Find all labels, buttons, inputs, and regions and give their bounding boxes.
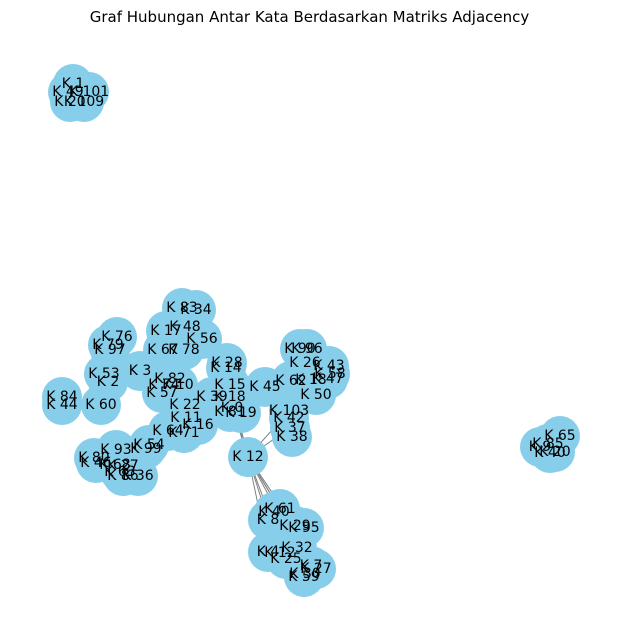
graph-node bbox=[228, 437, 268, 477]
graph-node-label: K 63 bbox=[104, 464, 135, 480]
graph-node-label: K 22 bbox=[169, 397, 200, 413]
graph-node-label: K 85 bbox=[532, 436, 563, 452]
graph-node-label: K 9 bbox=[529, 439, 552, 455]
graph-node-label: K 39 bbox=[196, 389, 227, 405]
graph-node-label: K 2 bbox=[97, 374, 120, 390]
graph-node-label: K 17 bbox=[150, 323, 181, 339]
graph-node bbox=[64, 82, 104, 122]
graph-node bbox=[164, 413, 204, 453]
graph-node-label: K 79 bbox=[92, 337, 123, 353]
graph-node-label: K 99 bbox=[130, 441, 161, 457]
graph-node-label: K 18 bbox=[295, 372, 326, 388]
graph-node-label: K 10 bbox=[162, 377, 193, 393]
graph-node bbox=[81, 385, 121, 425]
graph-node-label: K 4 bbox=[257, 544, 280, 560]
graph-node-label: K 71 bbox=[168, 425, 199, 441]
graph-node-label: K 36 bbox=[122, 468, 154, 484]
graph-node-label: K 57 bbox=[146, 385, 177, 401]
graph-node-label: K 40 bbox=[258, 504, 289, 520]
graph-node-label: K 42 bbox=[273, 410, 304, 426]
graph-node bbox=[118, 456, 158, 496]
graph-node-label: K 28 bbox=[211, 355, 242, 371]
graph-title: Graf Hubungan Antar Kata Berdasarkan Mat… bbox=[89, 8, 530, 26]
graph-node-label: K 27 bbox=[300, 561, 331, 577]
graph-node-label: K 67 bbox=[147, 342, 178, 358]
graph-node-label: K 54 bbox=[133, 437, 165, 453]
graph-node bbox=[285, 554, 325, 594]
graph-node-label: K 97 bbox=[94, 342, 125, 358]
graph-node-label: K 61 bbox=[264, 501, 295, 517]
graph-node-label: K 60 bbox=[85, 397, 116, 413]
graph-node-label: K 50 bbox=[300, 387, 331, 403]
graph-node-label: K 32 bbox=[281, 540, 312, 556]
graph-node bbox=[272, 417, 312, 457]
graph-node-label: K 43 bbox=[313, 358, 344, 374]
graph-node-label: K 62 bbox=[275, 373, 306, 389]
graph-node-label: K 64 bbox=[152, 423, 184, 439]
graph-node-label: K 1 bbox=[62, 76, 85, 92]
graph-node-label: K 7 bbox=[300, 558, 323, 574]
graph-node-label: K 3 bbox=[129, 363, 152, 379]
graph-node-label: K 20 bbox=[54, 94, 85, 110]
graph-node-label: K 84 bbox=[46, 389, 78, 405]
graph-node-label: K 81 bbox=[214, 404, 245, 420]
graph-node-label: K 95 bbox=[288, 520, 319, 536]
graph-node-label: K 82 bbox=[154, 371, 185, 387]
graph-node-label: K 103 bbox=[269, 403, 309, 419]
graph-node-label: K 38 bbox=[276, 429, 307, 445]
graph-node-label: K 12 bbox=[232, 449, 263, 465]
graph-node-label: K 0 bbox=[221, 400, 244, 416]
graph-node-label: K 11 bbox=[170, 410, 201, 426]
graph-node-label: K 12 bbox=[264, 545, 295, 561]
graph-node-label: K 26 bbox=[289, 355, 321, 371]
graph-node-label: K 90 bbox=[284, 341, 315, 357]
graph-node-label: K 58 bbox=[314, 366, 345, 382]
graph-node-label: K 101 bbox=[69, 84, 109, 100]
graph-node bbox=[221, 393, 261, 433]
graph-node-label: K 80 bbox=[78, 450, 109, 466]
graph-node-label: K 44 bbox=[46, 397, 78, 413]
graph-node-label: K 68 bbox=[99, 457, 130, 473]
graph-node-label: K 45 bbox=[249, 379, 280, 395]
graph-node-label: K 25 bbox=[270, 551, 301, 567]
graph-node-label: K 30 bbox=[289, 566, 320, 582]
graph-node-label: K 37 bbox=[274, 420, 305, 436]
graph-node-label: K 46 bbox=[80, 455, 112, 471]
graph-node-label: K 8 bbox=[257, 512, 280, 528]
graph-node-label: K 78 bbox=[168, 342, 199, 358]
graph-node-label: K 49 bbox=[52, 84, 83, 100]
graph-node-label: K 20 bbox=[539, 444, 570, 460]
graph-node-label: K 48 bbox=[169, 319, 200, 335]
graph-node-label: K 18 bbox=[214, 389, 245, 405]
graph-node-label: K 93 bbox=[100, 442, 131, 458]
graph-node bbox=[530, 433, 570, 473]
graph-node-label: K 34 bbox=[180, 302, 212, 318]
graph-node-label: K 15 bbox=[214, 377, 245, 393]
graph-node-label: K 40 bbox=[534, 445, 565, 461]
graph-node-label: K 27 bbox=[107, 458, 138, 474]
graph-node-label: K 83 bbox=[166, 300, 197, 316]
graph-node-label: K 96 bbox=[291, 341, 323, 357]
graph-node-label: K 65 bbox=[544, 428, 575, 444]
graph-node-label: K 29 bbox=[279, 518, 310, 534]
graph-node-label: K 56 bbox=[186, 331, 218, 347]
graph-node-label: K 14 bbox=[210, 360, 242, 376]
graph-node-label: K 59 bbox=[288, 569, 319, 585]
graph-node-label: K 16 bbox=[182, 417, 214, 433]
graph-node bbox=[42, 385, 82, 425]
graph-node-label: K 76 bbox=[101, 329, 133, 345]
graph-node-label: K 109 bbox=[64, 94, 104, 110]
graph-node-label: K 53 bbox=[88, 366, 119, 382]
graph-node-label: K 19 bbox=[225, 405, 256, 421]
graph-node-label: K 47 bbox=[312, 371, 343, 387]
graph-node-label: K 74 bbox=[148, 377, 180, 393]
graph-node-label: K 86 bbox=[107, 468, 139, 484]
